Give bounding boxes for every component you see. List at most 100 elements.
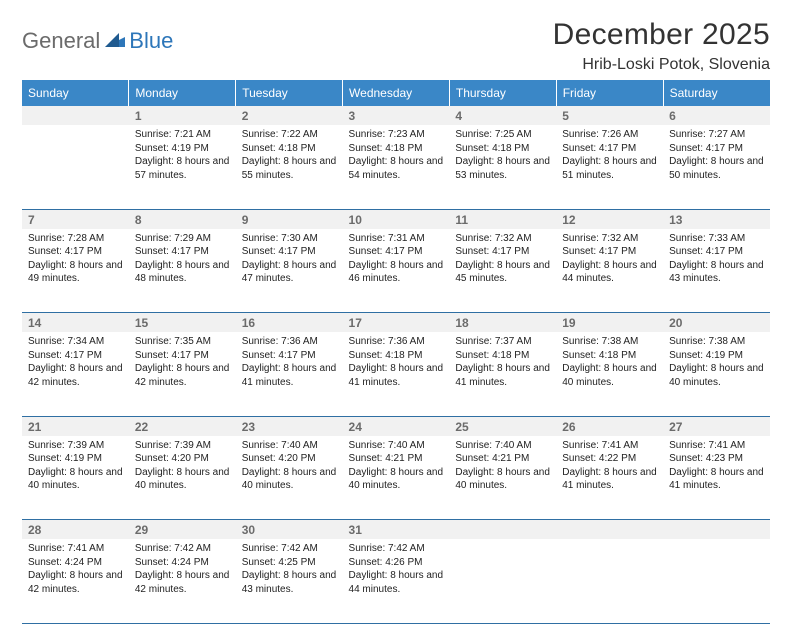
- day-number: 17: [343, 313, 450, 333]
- day-number: 11: [449, 209, 556, 229]
- day-cell: Sunrise: 7:27 AMSunset: 4:17 PMDaylight:…: [663, 125, 770, 209]
- day-number: 31: [343, 520, 450, 540]
- day-cell: Sunrise: 7:21 AMSunset: 4:19 PMDaylight:…: [129, 125, 236, 209]
- daylight-line: Daylight: 8 hours and 42 minutes.: [135, 362, 230, 389]
- sunset-line: Sunset: 4:19 PM: [135, 142, 230, 156]
- daylight-line: Daylight: 8 hours and 46 minutes.: [349, 259, 444, 286]
- daylight-line: Daylight: 8 hours and 44 minutes.: [562, 259, 657, 286]
- day-cell: Sunrise: 7:38 AMSunset: 4:19 PMDaylight:…: [663, 332, 770, 416]
- sunrise-line: Sunrise: 7:33 AM: [669, 232, 764, 246]
- day-cell: Sunrise: 7:31 AMSunset: 4:17 PMDaylight:…: [343, 229, 450, 313]
- day-cell: Sunrise: 7:40 AMSunset: 4:21 PMDaylight:…: [449, 436, 556, 520]
- day-cell: [556, 539, 663, 623]
- day-cell: Sunrise: 7:32 AMSunset: 4:17 PMDaylight:…: [556, 229, 663, 313]
- sunrise-line: Sunrise: 7:32 AM: [455, 232, 550, 246]
- weekday-header: Sunday: [22, 80, 129, 106]
- sunrise-line: Sunrise: 7:22 AM: [242, 128, 337, 142]
- day-cell: Sunrise: 7:25 AMSunset: 4:18 PMDaylight:…: [449, 125, 556, 209]
- sunrise-line: Sunrise: 7:40 AM: [455, 439, 550, 453]
- weekday-header: Tuesday: [236, 80, 343, 106]
- sunrise-line: Sunrise: 7:41 AM: [28, 542, 123, 556]
- sunrise-line: Sunrise: 7:38 AM: [562, 335, 657, 349]
- daylight-line: Daylight: 8 hours and 40 minutes.: [28, 466, 123, 493]
- day-cell: Sunrise: 7:41 AMSunset: 4:24 PMDaylight:…: [22, 539, 129, 623]
- day-number: [663, 520, 770, 540]
- day-cell: Sunrise: 7:38 AMSunset: 4:18 PMDaylight:…: [556, 332, 663, 416]
- calendar-head: SundayMondayTuesdayWednesdayThursdayFrid…: [22, 80, 770, 106]
- weekday-header: Friday: [556, 80, 663, 106]
- daylight-line: Daylight: 8 hours and 40 minutes.: [242, 466, 337, 493]
- daylight-line: Daylight: 8 hours and 53 minutes.: [455, 155, 550, 182]
- sunset-line: Sunset: 4:17 PM: [349, 245, 444, 259]
- calendar-table: SundayMondayTuesdayWednesdayThursdayFrid…: [22, 80, 770, 624]
- sunset-line: Sunset: 4:18 PM: [455, 349, 550, 363]
- day-cell: Sunrise: 7:26 AMSunset: 4:17 PMDaylight:…: [556, 125, 663, 209]
- day-cell: [663, 539, 770, 623]
- sunrise-line: Sunrise: 7:27 AM: [669, 128, 764, 142]
- day-content-row: Sunrise: 7:34 AMSunset: 4:17 PMDaylight:…: [22, 332, 770, 416]
- sunset-line: Sunset: 4:18 PM: [349, 142, 444, 156]
- day-number-row: 78910111213: [22, 209, 770, 229]
- day-number: 15: [129, 313, 236, 333]
- daylight-line: Daylight: 8 hours and 44 minutes.: [349, 569, 444, 596]
- logo: General Blue: [22, 18, 173, 54]
- day-number: 23: [236, 416, 343, 436]
- day-content-row: Sunrise: 7:41 AMSunset: 4:24 PMDaylight:…: [22, 539, 770, 623]
- day-number: 3: [343, 106, 450, 125]
- sunrise-line: Sunrise: 7:34 AM: [28, 335, 123, 349]
- daylight-line: Daylight: 8 hours and 41 minutes.: [349, 362, 444, 389]
- day-number: 20: [663, 313, 770, 333]
- sunset-line: Sunset: 4:18 PM: [455, 142, 550, 156]
- sunset-line: Sunset: 4:17 PM: [562, 142, 657, 156]
- location: Hrib-Loski Potok, Slovenia: [553, 56, 770, 74]
- day-cell: Sunrise: 7:39 AMSunset: 4:19 PMDaylight:…: [22, 436, 129, 520]
- day-number: 13: [663, 209, 770, 229]
- day-cell: Sunrise: 7:40 AMSunset: 4:20 PMDaylight:…: [236, 436, 343, 520]
- daylight-line: Daylight: 8 hours and 57 minutes.: [135, 155, 230, 182]
- daylight-line: Daylight: 8 hours and 54 minutes.: [349, 155, 444, 182]
- sunset-line: Sunset: 4:18 PM: [242, 142, 337, 156]
- sunrise-line: Sunrise: 7:36 AM: [242, 335, 337, 349]
- day-number: 4: [449, 106, 556, 125]
- day-number: 22: [129, 416, 236, 436]
- sunrise-line: Sunrise: 7:42 AM: [135, 542, 230, 556]
- daylight-line: Daylight: 8 hours and 48 minutes.: [135, 259, 230, 286]
- day-cell: Sunrise: 7:28 AMSunset: 4:17 PMDaylight:…: [22, 229, 129, 313]
- day-cell: Sunrise: 7:23 AMSunset: 4:18 PMDaylight:…: [343, 125, 450, 209]
- day-cell: Sunrise: 7:39 AMSunset: 4:20 PMDaylight:…: [129, 436, 236, 520]
- day-cell: Sunrise: 7:32 AMSunset: 4:17 PMDaylight:…: [449, 229, 556, 313]
- sunset-line: Sunset: 4:17 PM: [135, 349, 230, 363]
- daylight-line: Daylight: 8 hours and 41 minutes.: [669, 466, 764, 493]
- day-content-row: Sunrise: 7:21 AMSunset: 4:19 PMDaylight:…: [22, 125, 770, 209]
- day-number: [556, 520, 663, 540]
- sunset-line: Sunset: 4:17 PM: [135, 245, 230, 259]
- sunset-line: Sunset: 4:17 PM: [562, 245, 657, 259]
- sunset-line: Sunset: 4:19 PM: [669, 349, 764, 363]
- day-number: 28: [22, 520, 129, 540]
- daylight-line: Daylight: 8 hours and 40 minutes.: [135, 466, 230, 493]
- day-cell: Sunrise: 7:40 AMSunset: 4:21 PMDaylight:…: [343, 436, 450, 520]
- day-number: 21: [22, 416, 129, 436]
- sunset-line: Sunset: 4:17 PM: [455, 245, 550, 259]
- sunrise-line: Sunrise: 7:39 AM: [135, 439, 230, 453]
- day-number: 18: [449, 313, 556, 333]
- daylight-line: Daylight: 8 hours and 41 minutes.: [242, 362, 337, 389]
- daylight-line: Daylight: 8 hours and 40 minutes.: [669, 362, 764, 389]
- day-number: 25: [449, 416, 556, 436]
- day-number: 8: [129, 209, 236, 229]
- sunrise-line: Sunrise: 7:41 AM: [562, 439, 657, 453]
- day-number: 26: [556, 416, 663, 436]
- logo-text-a: General: [22, 28, 100, 54]
- daylight-line: Daylight: 8 hours and 49 minutes.: [28, 259, 123, 286]
- sunrise-line: Sunrise: 7:37 AM: [455, 335, 550, 349]
- day-cell: Sunrise: 7:36 AMSunset: 4:18 PMDaylight:…: [343, 332, 450, 416]
- logo-mark-icon: [105, 31, 125, 52]
- sunset-line: Sunset: 4:17 PM: [28, 245, 123, 259]
- sunset-line: Sunset: 4:17 PM: [28, 349, 123, 363]
- sunrise-line: Sunrise: 7:40 AM: [349, 439, 444, 453]
- daylight-line: Daylight: 8 hours and 41 minutes.: [455, 362, 550, 389]
- sunrise-line: Sunrise: 7:39 AM: [28, 439, 123, 453]
- daylight-line: Daylight: 8 hours and 40 minutes.: [562, 362, 657, 389]
- day-cell: Sunrise: 7:36 AMSunset: 4:17 PMDaylight:…: [236, 332, 343, 416]
- day-content-row: Sunrise: 7:28 AMSunset: 4:17 PMDaylight:…: [22, 229, 770, 313]
